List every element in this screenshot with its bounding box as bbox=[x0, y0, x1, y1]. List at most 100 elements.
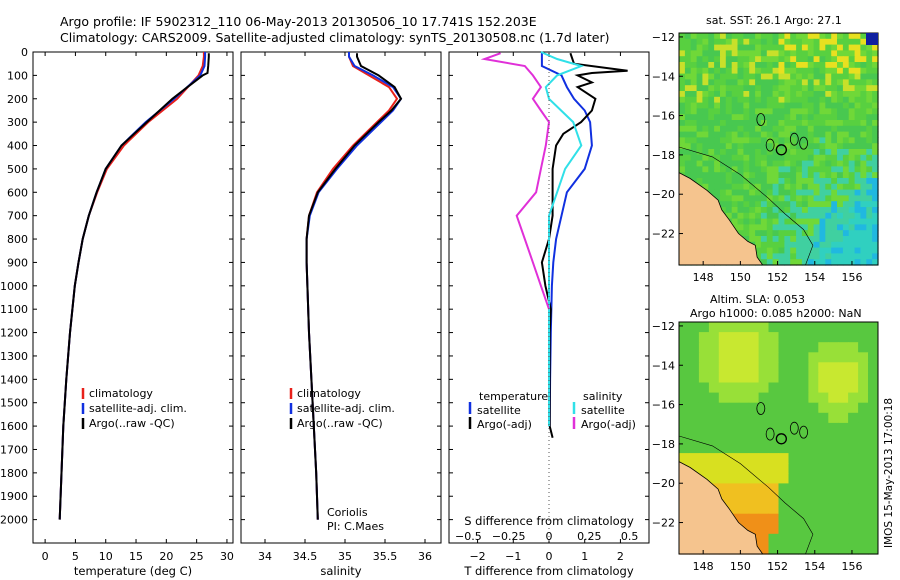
sst_map-cell bbox=[684, 56, 692, 63]
sla_map-cell bbox=[778, 402, 789, 414]
sst_map-cell bbox=[831, 224, 838, 231]
sst_map-cell bbox=[778, 131, 785, 138]
sst_map-cell bbox=[819, 108, 826, 115]
sst_map-cell bbox=[749, 183, 756, 191]
sst_map-cell bbox=[796, 67, 803, 75]
sst_map-cell bbox=[866, 230, 873, 237]
sst_map-cell bbox=[749, 207, 756, 214]
sst_map-cell bbox=[766, 224, 774, 231]
sst_map-cell bbox=[737, 73, 744, 80]
sst_map-cell bbox=[837, 56, 844, 63]
sst_map-cell bbox=[860, 38, 867, 46]
sst_map-cell bbox=[790, 224, 797, 231]
sst_map-cell bbox=[749, 73, 756, 80]
sst_map-cell bbox=[854, 67, 862, 75]
sst_map-cell bbox=[784, 195, 791, 202]
sst_map-cell bbox=[796, 33, 803, 40]
sst_map-cell bbox=[684, 50, 692, 57]
sst_map-cell bbox=[720, 102, 727, 109]
sst_map-cell bbox=[749, 224, 756, 231]
sst_map-cell bbox=[702, 73, 709, 80]
sst_map-cell bbox=[848, 172, 856, 179]
sst_map-cell bbox=[702, 33, 709, 40]
sla_map-cell bbox=[679, 412, 690, 424]
sst_map-cell bbox=[737, 33, 744, 40]
sst_map-cell bbox=[696, 102, 704, 109]
sst_map-cell bbox=[813, 73, 821, 80]
sst_map-cell bbox=[866, 189, 873, 196]
salinity-xlabel: salinity bbox=[320, 564, 361, 578]
sst_map-cell bbox=[872, 224, 879, 231]
sla_map-cell bbox=[748, 473, 760, 484]
sla_map-float-marker bbox=[775, 433, 787, 445]
sst_map-cell bbox=[772, 56, 780, 63]
sst_map-cell bbox=[837, 79, 844, 86]
sst_map-cell bbox=[819, 143, 826, 150]
sst_map-cell bbox=[831, 120, 838, 127]
sst_map-cell bbox=[872, 189, 879, 196]
sla_map-cell bbox=[858, 332, 869, 343]
sst_map-ytick-label: −14 bbox=[652, 70, 675, 83]
sla_map-cell bbox=[708, 473, 720, 484]
sla_map-cell bbox=[768, 433, 779, 444]
sla_map-cell bbox=[808, 322, 819, 333]
sst_map-ytick-label: −18 bbox=[652, 149, 675, 162]
sst_map-cell bbox=[679, 73, 686, 80]
sla_map-cell bbox=[689, 352, 700, 363]
sst_map-cell bbox=[766, 259, 774, 266]
sst_map-cell bbox=[819, 85, 826, 92]
sst_map-cell bbox=[696, 149, 704, 156]
sst_map-cell bbox=[813, 207, 821, 214]
sla_map-cell bbox=[768, 443, 779, 454]
sst_map-cell bbox=[813, 85, 821, 92]
sst_map-cell bbox=[690, 73, 698, 80]
sla_map-cell bbox=[828, 433, 839, 444]
sst_map-cell bbox=[848, 154, 856, 162]
sst_map-cell bbox=[731, 108, 739, 115]
sst_map-cell bbox=[696, 73, 704, 80]
sst_map-cell bbox=[819, 212, 826, 220]
sst_map-cell bbox=[696, 160, 704, 167]
sla_map-cell bbox=[798, 503, 809, 515]
salinity-diff-legend-label: satellite bbox=[581, 404, 625, 417]
sla_map-cell bbox=[768, 493, 779, 505]
sla_map-ytick-label: −20 bbox=[652, 477, 675, 490]
sst_map-cell bbox=[760, 247, 768, 254]
sst_map-cell bbox=[690, 102, 698, 109]
sst_map-cell bbox=[819, 91, 826, 98]
sla_map-cell bbox=[828, 443, 839, 454]
sla_map-cell bbox=[798, 523, 809, 535]
sla_map-cell bbox=[788, 412, 799, 424]
sst_map-cell bbox=[684, 44, 692, 51]
sst_map-cell bbox=[766, 56, 774, 63]
sla_map-cell bbox=[808, 473, 819, 484]
sla_map-cell bbox=[748, 322, 760, 333]
sst_map-cell bbox=[807, 56, 815, 63]
sla_map-cell bbox=[828, 352, 839, 363]
sst_map-cell bbox=[842, 91, 850, 98]
sla_map-cell bbox=[788, 543, 799, 555]
sst_map-cell bbox=[784, 154, 791, 162]
sla_map-cell bbox=[768, 372, 779, 384]
sst_map-cell bbox=[807, 102, 815, 109]
sst_map-cell bbox=[755, 125, 762, 133]
sst_map-cell bbox=[749, 218, 756, 225]
sst_map-cell bbox=[872, 160, 879, 167]
sla_map-cell bbox=[818, 322, 829, 333]
sst_map-cell bbox=[743, 114, 750, 121]
sst_map-cell bbox=[825, 56, 832, 63]
sst_map-cell bbox=[696, 91, 704, 98]
sst_map-cell bbox=[796, 102, 803, 109]
sst_map-cell bbox=[708, 96, 715, 104]
sst_map-cell bbox=[720, 85, 727, 92]
sst_map-cell bbox=[807, 201, 815, 208]
sst_map-cell bbox=[755, 195, 762, 202]
sst_map-cell bbox=[755, 137, 762, 144]
sla_map-cell bbox=[679, 332, 690, 343]
sst_map-cell bbox=[766, 189, 774, 196]
sst_map-cell bbox=[766, 172, 774, 179]
salinity-diff-tick-label: −0.5 bbox=[455, 530, 482, 543]
sla_map-cell bbox=[679, 443, 690, 454]
sst_map-cell bbox=[737, 230, 744, 237]
temperature-diff-legend-label: Argo(-adj) bbox=[477, 418, 532, 431]
